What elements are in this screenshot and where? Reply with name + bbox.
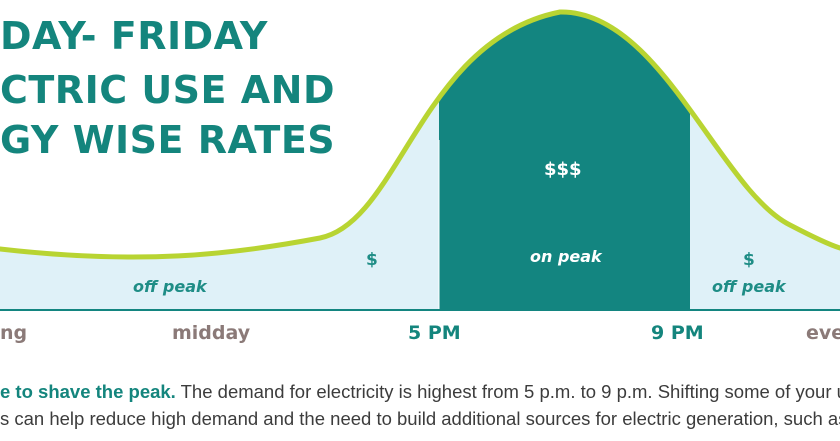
title-line-1: DAY- FRIDAY	[0, 14, 268, 58]
dollar-right-label: $	[743, 250, 755, 270]
x-label-evening: eve	[806, 322, 840, 344]
body-text-line-2: s can help reduce high demand and the ne…	[0, 408, 840, 429]
x-label-morning: ng	[0, 322, 28, 344]
x-label-5pm: 5 PM	[408, 322, 461, 344]
body-text-line-1: e to shave the peak. The demand for elec…	[0, 381, 840, 403]
title-line-2: CTRIC USE AND	[0, 68, 335, 112]
x-label-9pm: 9 PM	[651, 322, 704, 344]
off-peak-left-label: off peak	[133, 277, 207, 296]
off-peak-right-label: off peak	[712, 277, 786, 296]
on-peak-label: on peak	[530, 247, 602, 266]
body-text-line-1-rest: The demand for electricity is highest fr…	[175, 381, 840, 402]
title-line-3: GY WISE RATES	[0, 118, 336, 162]
on-peak-dollars-label: $$$	[544, 159, 582, 180]
body-text-lead: e to shave the peak.	[0, 381, 176, 402]
demand-curve	[0, 9, 840, 260]
x-label-midday: midday	[172, 322, 251, 344]
dollar-left-label: $	[366, 250, 378, 270]
